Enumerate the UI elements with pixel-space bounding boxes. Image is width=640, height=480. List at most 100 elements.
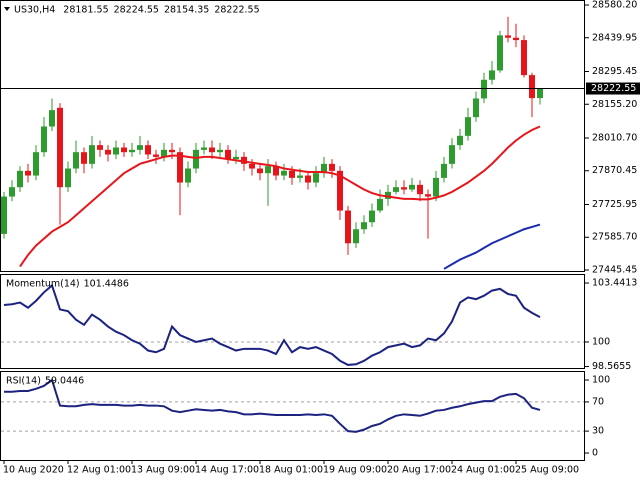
candle-body: [297, 175, 303, 178]
momentum-panel-frame: [0, 274, 585, 369]
indicator-line: [4, 378, 541, 433]
candle-body: [457, 135, 463, 146]
panel-plot: [1, 378, 584, 433]
header-high: 28224.55: [114, 5, 159, 16]
indicator-line: [19, 125, 541, 268]
candle-body: [313, 173, 319, 183]
y-tick-label: 30: [592, 426, 604, 437]
candle-body: [41, 126, 47, 153]
price-panel-frame: [0, 0, 585, 272]
candle-body: [73, 152, 79, 169]
candle-body: [121, 147, 127, 153]
x-tick-label: 12 Aug 01:00: [67, 465, 131, 476]
candle-body: [401, 187, 407, 190]
y-tick-label: 100: [592, 375, 610, 386]
x-tick-label: 13 Aug 09:00: [131, 465, 195, 476]
candle-body: [449, 145, 455, 164]
candle-body: [497, 35, 503, 71]
y-tick-label: 28580.20: [592, 0, 637, 11]
candle-body: [105, 149, 111, 155]
candle-body: [329, 163, 335, 171]
candle-body: [113, 147, 119, 155]
y-tick-label: 27870.45: [592, 165, 637, 176]
candle-body: [177, 152, 183, 183]
symbol-label: US30,H4: [14, 5, 55, 16]
candle-body: [225, 149, 231, 160]
candle-body: [217, 149, 223, 153]
candle-body: [145, 145, 151, 155]
candle-body: [289, 170, 295, 178]
candle-body: [513, 37, 519, 41]
candle-body: [385, 191, 391, 199]
header-open: 28181.55: [63, 5, 108, 16]
candle-body: [521, 40, 527, 76]
y-tick-label: 103.4413: [592, 278, 637, 289]
x-tick-label: 19 Aug 09:00: [323, 465, 387, 476]
candle-body: [81, 152, 87, 164]
x-tick-label: 14 Aug 17:00: [195, 465, 259, 476]
candle-body: [89, 145, 95, 164]
candle-body: [257, 168, 263, 174]
candle-body: [481, 79, 487, 99]
candle-body: [433, 177, 439, 197]
candle-body: [137, 145, 143, 150]
candle-body: [281, 170, 287, 176]
candle-body: [1, 196, 7, 234]
y-tick-label: 27725.95: [592, 199, 637, 210]
panel-plot: [1, 283, 584, 366]
current-price-label: 28222.55: [591, 83, 636, 94]
candle-body: [465, 117, 471, 136]
candle-body: [49, 110, 55, 127]
candle-body: [241, 156, 247, 164]
candle-body: [337, 170, 343, 211]
indicator-line: [443, 223, 541, 270]
y-tick-label: 98.5655: [592, 361, 631, 372]
x-tick-label: 10 Aug 2020: [3, 465, 64, 476]
menu-triangle[interactable]: [4, 7, 10, 11]
candle-body: [25, 170, 31, 176]
candle-body: [369, 210, 375, 223]
panel-plot: [1, 16, 543, 270]
candle-body: [153, 154, 159, 157]
candle-body: [393, 187, 399, 192]
y-tick-label: 70: [592, 396, 604, 407]
candle-body: [473, 98, 479, 118]
y-tick-label: 0: [592, 447, 598, 458]
candle-body: [97, 145, 103, 150]
candle-body: [233, 156, 239, 160]
x-tick-label: 18 Aug 01:00: [259, 465, 323, 476]
candle-body: [193, 149, 199, 169]
x-tick-label: 20 Aug 17:00: [387, 465, 451, 476]
candle-body: [505, 35, 511, 38]
candle-body: [185, 168, 191, 183]
candle-body: [425, 194, 431, 197]
candle-body: [129, 149, 135, 153]
y-tick-label: 27585.70: [592, 232, 637, 243]
candle-body: [57, 107, 63, 188]
candle-body: [265, 166, 271, 174]
indicator-line: [3, 283, 541, 366]
candle-body: [345, 210, 351, 244]
candle-body: [353, 229, 359, 244]
header-close: 28222.55: [214, 5, 259, 16]
candle-body: [201, 147, 207, 150]
x-tick-label: 24 Aug 01:00: [451, 465, 515, 476]
indicator-title: Momentum(14): [6, 279, 80, 290]
candle-body: [529, 75, 535, 99]
y-tick-label: 100: [592, 336, 610, 347]
candle-body: [361, 222, 367, 230]
y-tick-label: 28155.20: [592, 99, 637, 110]
candle-body: [441, 163, 447, 178]
current-price-box: [586, 82, 640, 95]
candle-body: [377, 198, 383, 211]
x-tick-label: 25 Aug 09:00: [515, 465, 579, 476]
y-tick-label: 28295.45: [592, 66, 637, 77]
candle-body: [489, 70, 495, 80]
y-tick-label: 28439.95: [592, 32, 637, 43]
y-tick-label: 28010.70: [592, 132, 637, 143]
rsi-panel-frame: [0, 371, 585, 461]
candle-body: [161, 149, 167, 157]
candle-body: [169, 149, 175, 153]
